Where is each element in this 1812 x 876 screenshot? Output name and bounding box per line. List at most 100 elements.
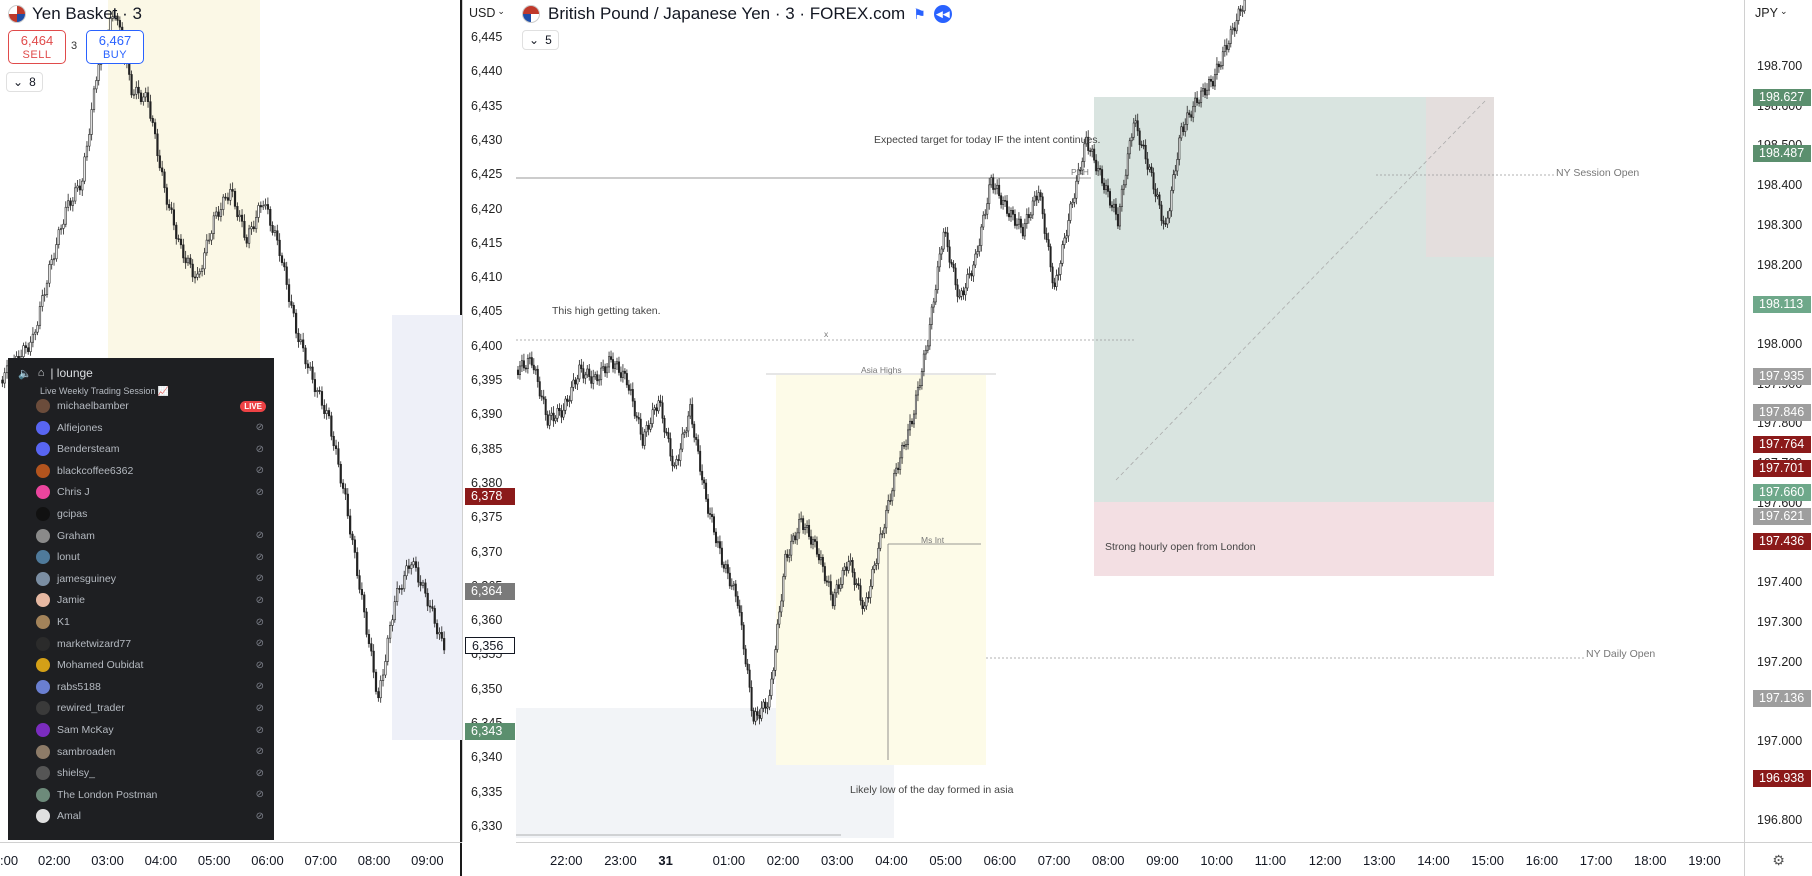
annotation-x[interactable]: x (824, 329, 829, 339)
discord-member[interactable]: jamesguiney ⊘ (36, 569, 268, 589)
candle (819, 557, 822, 561)
candle (582, 368, 585, 379)
left-chart-title[interactable]: Yen Basket · 3 (8, 4, 142, 24)
candle (1006, 200, 1009, 214)
candle (231, 189, 234, 192)
candle (578, 364, 581, 380)
discord-member[interactable]: Alfiejones ⊘ (36, 418, 268, 438)
candle (161, 167, 164, 173)
left-chart-pane[interactable]: Yen Basket · 3 6,464 SELL 3 6,467 BUY ⌄ … (0, 0, 515, 876)
candle (691, 404, 694, 425)
discord-member[interactable]: Jamie ⊘ (36, 590, 268, 610)
candle (222, 196, 225, 210)
avatar (36, 679, 50, 694)
candle (707, 498, 710, 514)
zone-asia-box (776, 375, 986, 765)
candle (177, 238, 180, 240)
annotation-high-taken[interactable]: This high getting taken. (552, 305, 661, 317)
discord-member[interactable]: rewired_trader ⊘ (36, 698, 268, 718)
candle (302, 339, 305, 349)
candle (570, 386, 573, 401)
discord-member[interactable]: lonut ⊘ (36, 547, 268, 567)
indicators-collapse-button[interactable]: ⌄ 5 (522, 30, 559, 50)
discord-channel-header[interactable]: 🔈 ⌂ | lounge (18, 366, 93, 380)
time-label: 19:00 (1688, 853, 1721, 868)
candle (869, 585, 872, 598)
left-chart-canvas[interactable] (0, 0, 462, 842)
discord-member[interactable]: K1 ⊘ (36, 612, 268, 632)
candle (193, 276, 197, 279)
discord-member[interactable]: rabs5188 ⊘ (36, 677, 268, 697)
discord-member[interactable]: Mohamed Oubidat ⊘ (36, 655, 268, 675)
member-name: blackcoffee6362 (57, 464, 134, 477)
discord-member[interactable]: marketwizard77 ⊘ (36, 634, 268, 654)
flag-marker-icon[interactable]: ⚑ (913, 5, 926, 22)
discord-member[interactable]: shielsy_ ⊘ (36, 763, 268, 783)
annotation-ny-session-open[interactable]: NY Session Open (1556, 167, 1640, 179)
discord-member[interactable]: michaelbamber LIVE (36, 396, 268, 416)
annotation-ms-int[interactable]: Ms Int (921, 535, 945, 545)
buy-button[interactable]: 6,467 BUY (86, 30, 144, 64)
candle (736, 595, 739, 606)
price-tick: 6,335 (471, 784, 503, 799)
candle (299, 339, 302, 343)
candle (851, 560, 854, 573)
discord-member[interactable]: Sam McKay ⊘ (36, 720, 268, 740)
candle (718, 541, 721, 549)
discord-member[interactable]: sambroaden ⊘ (36, 742, 268, 762)
right-chart-canvas[interactable] (516, 0, 1744, 842)
annotation-asia-highs[interactable]: Asia Highs (861, 365, 902, 375)
candle (224, 196, 227, 199)
candle (889, 500, 892, 502)
annotation-likely-low[interactable]: Likely low of the day formed in asia (850, 784, 1014, 796)
currency-selector[interactable]: JPY ⌄ (1755, 6, 1787, 20)
right-chart-title[interactable]: British Pound / Japanese Yen · 3 · FOREX… (522, 4, 952, 24)
sell-button[interactable]: 6,464 SELL (8, 30, 66, 64)
price-tag: 197.621 (1753, 508, 1811, 525)
candle (760, 707, 763, 719)
candle (212, 215, 215, 234)
discord-member[interactable]: The London Postman ⊘ (36, 785, 268, 805)
discord-member[interactable]: gcipas (36, 504, 268, 524)
replay-icon[interactable]: ◀◀ (933, 5, 952, 23)
candle (772, 670, 775, 680)
candle (1116, 213, 1119, 227)
discord-member[interactable]: blackcoffee6362 ⊘ (36, 461, 268, 481)
right-time-axis[interactable]: 22:00 23:00 31 01:00 02:00 03:00 04:00 05:00 06:… (516, 842, 1744, 876)
annotation-pdh[interactable]: PDH (1071, 167, 1089, 177)
time-label: 03:00 (821, 853, 854, 868)
discord-member[interactable]: Bendersteam ⊘ (36, 439, 268, 459)
discord-voice-panel[interactable]: 🔈 ⌂ | lounge Live Weekly Trading Session… (8, 358, 274, 840)
discord-member[interactable]: Graham ⊘ (36, 526, 268, 546)
left-time-axis[interactable]: :00 02:00 03:00 04:00 05:00 06:00 07:00 08:00 09… (0, 842, 462, 876)
discord-member[interactable]: Chris J ⊘ (36, 482, 268, 502)
candle (1152, 172, 1155, 190)
indicators-collapse-button[interactable]: ⌄ 8 (6, 72, 43, 92)
settings-gear-icon[interactable]: ⚙ (1744, 842, 1812, 876)
candle (175, 224, 178, 239)
candle (867, 597, 870, 599)
left-price-scale[interactable]: USD ⌄ 6,445 6,440 6,435 6,430 6,425 6,420 6,41… (462, 0, 515, 842)
currency-selector[interactable]: USD ⌄ (469, 6, 505, 20)
candle (379, 680, 382, 699)
annotation-strong-hourly[interactable]: Strong hourly open from London (1105, 541, 1256, 553)
candle (339, 463, 342, 484)
candle (705, 482, 708, 500)
candle (294, 312, 298, 334)
price-tag: 196.938 (1753, 770, 1811, 787)
discord-member[interactable]: Amal ⊘ (36, 806, 268, 826)
candle (1099, 168, 1102, 170)
candle (1158, 194, 1161, 206)
candle (31, 333, 34, 343)
candle (1081, 161, 1084, 171)
sell-price: 6,464 (20, 33, 54, 48)
candle (179, 238, 183, 246)
right-price-scale[interactable]: JPY ⌄ 198.700198.600198.500198.400198.30… (1744, 0, 1812, 876)
annotation-ny-daily-open[interactable]: NY Daily Open (1586, 648, 1656, 660)
right-chart-pane[interactable]: Expected target for today IF the intent … (516, 0, 1744, 842)
candle (1083, 143, 1086, 162)
annotation-expected-target[interactable]: Expected target for today IF the intent … (874, 134, 1101, 146)
candle (734, 583, 737, 597)
candle (596, 374, 599, 382)
candle (843, 566, 846, 571)
